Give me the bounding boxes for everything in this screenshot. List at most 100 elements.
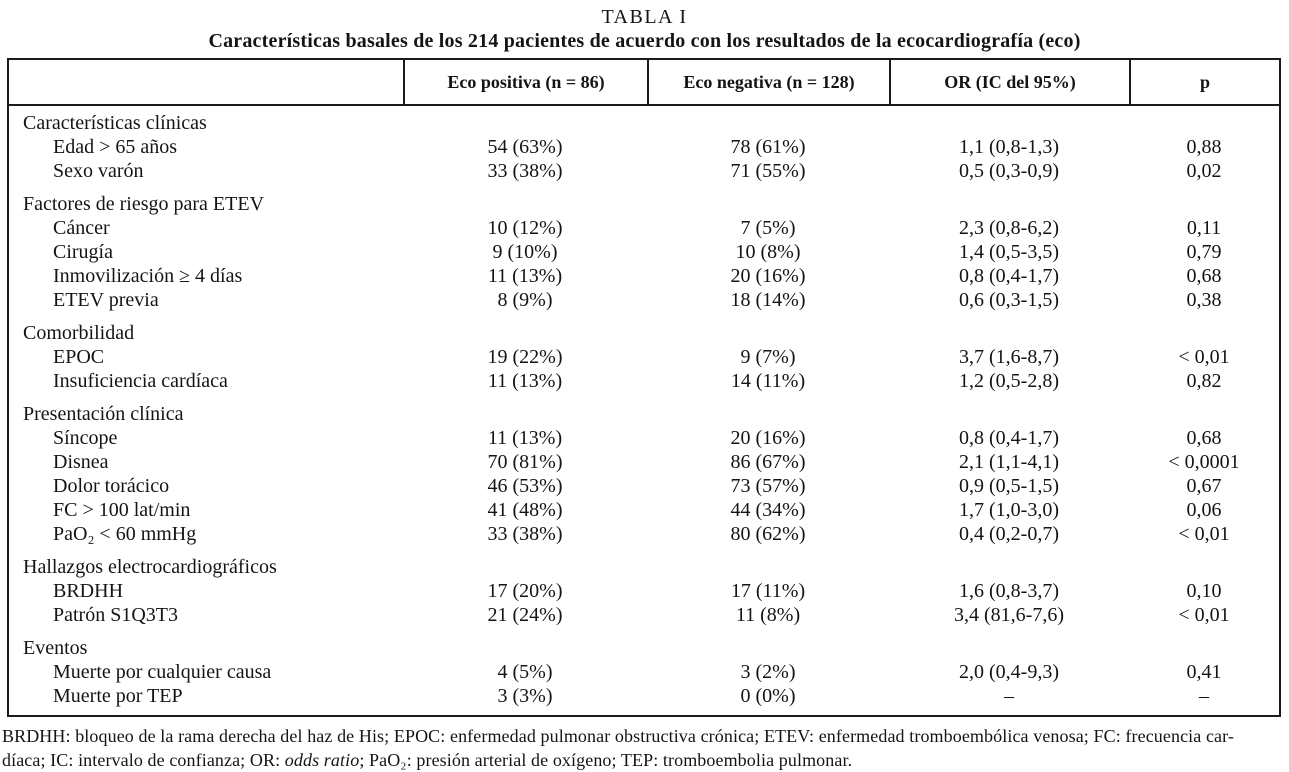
section-header-label: Hallazgos electrocardiográficos <box>23 556 277 578</box>
cell-p: < 0,01 <box>1178 604 1230 626</box>
cell-p: 0,68 <box>1186 265 1222 287</box>
cell-eco-negativa: 10 (8%) <box>735 241 801 263</box>
cell-or: 1,4 (0,5-3,5) <box>959 241 1059 263</box>
cell-eco-positiva: 41 (48%) <box>487 499 563 521</box>
cell-p: < 0,0001 <box>1168 451 1240 473</box>
cell-or <box>889 321 1129 345</box>
cell-eco-negativa: 9 (7%) <box>740 346 796 368</box>
row-label: Insuficiencia cardíaca <box>53 370 228 392</box>
table-section-row: Hallazgos electrocardiográficos <box>9 555 1279 579</box>
row-label: BRDHH <box>53 580 124 602</box>
cell-p: 0,67 <box>1186 475 1222 497</box>
table-row: Insuficiencia cardíaca 11 (13%) 14 (11%) 1,… <box>9 369 1279 393</box>
section-header-label: Factores de riesgo para ETEV <box>23 193 265 215</box>
cell-eco-negativa <box>647 321 889 345</box>
cell-p: < 0,01 <box>1178 346 1230 368</box>
cell-or: 2,0 (0,4-9,3) <box>959 661 1059 683</box>
table-row: Patrón S1Q3T3 21 (24%) 11 (8%) 3,4 (81,6-7,… <box>9 603 1279 627</box>
table-row: Disnea 70 (81%) 86 (67%) 2,1 (1,1-4,1) < 0,0… <box>9 450 1279 474</box>
section-header-label: Eventos <box>23 637 88 659</box>
row-label: FC > 100 lat/min <box>53 499 191 521</box>
table-row: Edad > 65 años 54 (63%) 78 (61%) 1,1 (0,8-1… <box>9 135 1279 159</box>
cell-or: 0,5 (0,3-0,9) <box>959 160 1059 182</box>
cell-or <box>889 636 1129 660</box>
cell-or: 0,4 (0,2-0,7) <box>959 523 1059 545</box>
cell-p: 0,88 <box>1186 136 1222 158</box>
row-label: Muerte por cualquier causa <box>53 661 272 683</box>
table-row: PaO₂ < 60 mmHg 33 (38%) 80 (62%) 0,4 (0,2-0… <box>9 522 1279 546</box>
row-label: EPOC <box>53 346 105 368</box>
table-section-row: Características clínicas <box>9 111 1279 135</box>
row-label: Patrón S1Q3T3 <box>53 604 178 626</box>
cell-eco-negativa: 78 (61%) <box>730 136 806 158</box>
cell-eco-negativa <box>647 555 889 579</box>
cell-p: 0,68 <box>1186 427 1222 449</box>
table-row: EPOC 19 (22%) 9 (7%) 3,7 (1,6-8,7) < 0,01 <box>9 345 1279 369</box>
cell-p: 0,79 <box>1186 241 1222 263</box>
cell-eco-negativa: 14 (11%) <box>730 370 806 392</box>
cell-or: 2,3 (0,8-6,2) <box>959 217 1059 239</box>
cell-p: 0,10 <box>1186 580 1222 602</box>
footnote-odds-ratio-italic: odds ratio <box>284 750 360 770</box>
cell-or <box>889 192 1129 216</box>
cell-eco-positiva: 21 (24%) <box>487 604 563 626</box>
table-footnote: BRDHH: bloqueo de la rama derecha del ha… <box>0 724 1289 772</box>
cell-eco-positiva: 46 (53%) <box>487 475 563 497</box>
table-row: Cáncer 10 (12%) 7 (5%) 2,3 (0,8-6,2) 0,11 <box>9 216 1279 240</box>
cell-eco-positiva <box>403 402 647 426</box>
cell-eco-negativa <box>647 192 889 216</box>
cell-or: 1,7 (1,0-3,0) <box>959 499 1059 521</box>
cell-p <box>1129 636 1279 660</box>
cell-eco-positiva: 11 (13%) <box>487 265 563 287</box>
cell-eco-negativa: 17 (11%) <box>730 580 806 602</box>
table-row: FC > 100 lat/min 41 (48%) 44 (34%) 1,7 (1,0… <box>9 498 1279 522</box>
cell-or <box>889 402 1129 426</box>
table-row: Muerte por TEP 3 (3%) 0 (0%) – – <box>9 684 1279 708</box>
cell-eco-positiva <box>403 192 647 216</box>
cell-eco-negativa: 80 (62%) <box>730 523 806 545</box>
cell-eco-positiva: 17 (20%) <box>487 580 563 602</box>
column-header-or: OR (IC del 95%) <box>889 60 1129 104</box>
cell-eco-positiva: 10 (12%) <box>487 217 563 239</box>
cell-eco-negativa: 7 (5%) <box>740 217 796 239</box>
cell-eco-positiva: 33 (38%) <box>487 523 563 545</box>
cell-eco-negativa: 44 (34%) <box>730 499 806 521</box>
cell-eco-negativa: 86 (67%) <box>730 451 806 473</box>
table-section-row: Presentación clínica <box>9 402 1279 426</box>
cell-or: 2,1 (1,1-4,1) <box>959 451 1059 473</box>
cell-p: 0,38 <box>1186 289 1222 311</box>
cell-p <box>1129 555 1279 579</box>
cell-p: – <box>1199 685 1209 707</box>
cell-or: – <box>1004 685 1014 707</box>
cell-eco-positiva: 33 (38%) <box>487 160 563 182</box>
cell-eco-negativa: 11 (8%) <box>735 604 801 626</box>
cell-eco-positiva: 11 (13%) <box>487 427 563 449</box>
cell-or: 3,7 (1,6-8,7) <box>959 346 1059 368</box>
row-label: ETEV previa <box>53 289 159 311</box>
table-section-row: Eventos <box>9 636 1279 660</box>
cell-or: 0,6 (0,3-1,5) <box>959 289 1059 311</box>
row-label: Síncope <box>53 427 118 449</box>
section-header-label: Características clínicas <box>23 112 207 134</box>
column-header-p: p <box>1129 60 1279 104</box>
cell-p <box>1129 192 1279 216</box>
table-section-row: Comorbilidad <box>9 321 1279 345</box>
column-header-rowlabel <box>9 60 403 104</box>
cell-eco-positiva <box>403 555 647 579</box>
table-row: Muerte por cualquier causa 4 (5%) 3 (2%) 2,… <box>9 660 1279 684</box>
cell-or: 0,9 (0,5-1,5) <box>959 475 1059 497</box>
footnote-text: ; PaO₂: presión arterial de oxígeno; TEP… <box>359 750 853 770</box>
row-label: Cirugía <box>53 241 113 263</box>
table-body: Características clínicas Edad > 65 años 54… <box>9 106 1279 715</box>
cell-eco-negativa: 71 (55%) <box>730 160 806 182</box>
cell-eco-positiva: 19 (22%) <box>487 346 563 368</box>
baseline-characteristics-table: Eco positiva (n = 86) Eco negativa (n = … <box>7 58 1281 717</box>
table-row: Síncope 11 (13%) 20 (16%) 0,8 (0,4-1,7) 0,68 <box>9 426 1279 450</box>
table-row: BRDHH 17 (20%) 17 (11%) 1,6 (0,8-3,7) 0,10 <box>9 579 1279 603</box>
cell-eco-negativa: 0 (0%) <box>740 685 796 707</box>
cell-p: 0,41 <box>1186 661 1222 683</box>
table-row: Inmovilización ≥ 4 días 11 (13%) 20 (16%) 0… <box>9 264 1279 288</box>
table-header-row: Eco positiva (n = 86) Eco negativa (n = … <box>9 60 1279 106</box>
cell-eco-negativa <box>647 636 889 660</box>
cell-eco-negativa: 20 (16%) <box>730 427 806 449</box>
